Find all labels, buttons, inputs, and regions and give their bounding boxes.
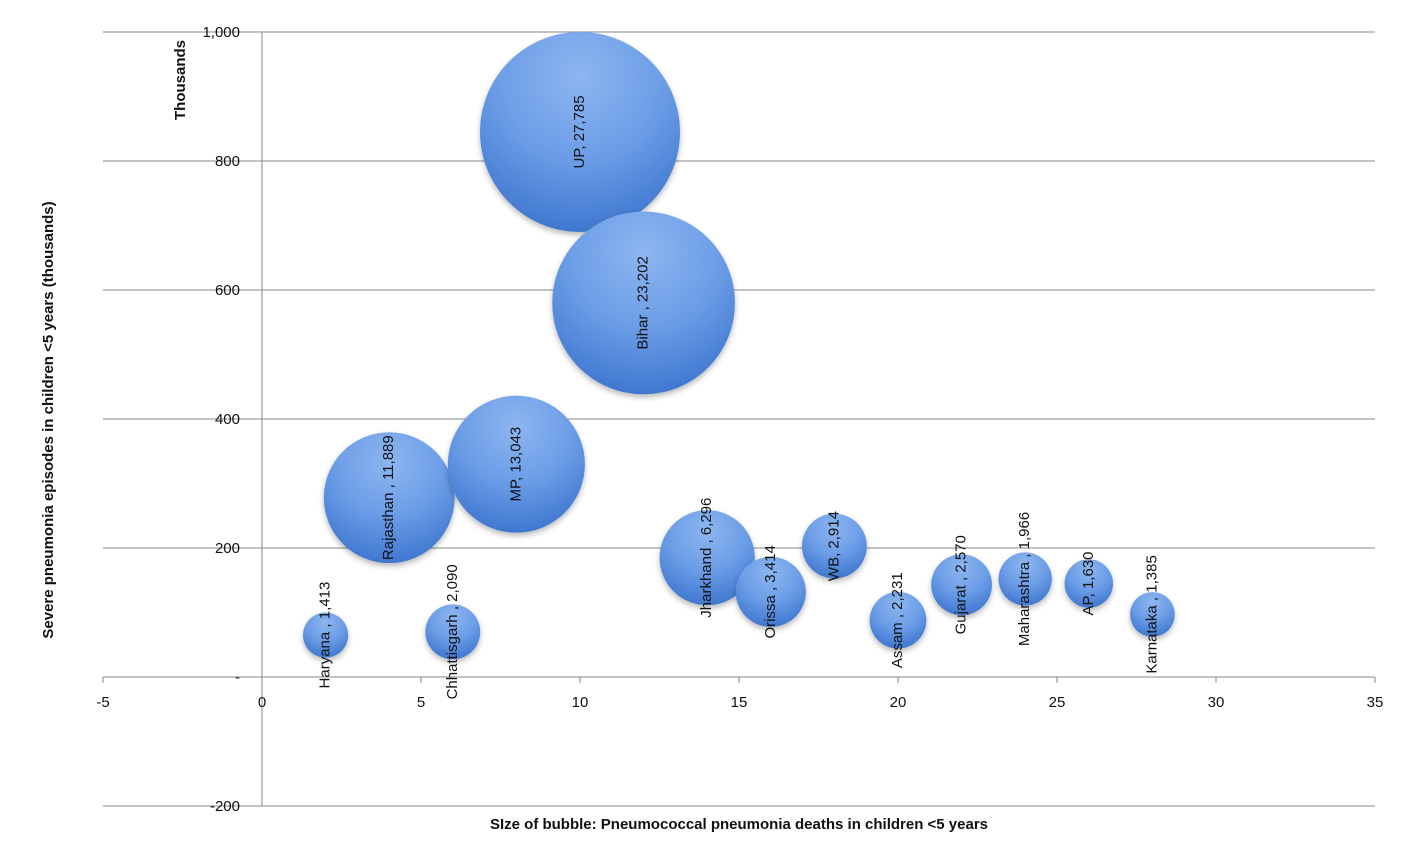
bubble	[480, 31, 680, 232]
x-tick-label: 20	[890, 694, 907, 711]
bubble-label: Gujarat , 2,570	[953, 535, 970, 634]
y-tick-label: 800	[215, 153, 240, 170]
bubble-label: WB, 2,914	[825, 511, 842, 581]
bubble	[998, 552, 1052, 606]
y-tick-label: 400	[215, 411, 240, 428]
x-tick-label: -5	[96, 694, 109, 711]
bubble-label: AP, 1,630	[1080, 551, 1097, 615]
x-tick-label: 0	[258, 694, 266, 711]
x-axis-title: SIze of bubble: Pneumococcal pneumonia d…	[490, 816, 988, 833]
bubble	[735, 556, 806, 627]
bubble	[552, 211, 735, 395]
bubble-label: Jharkhand , 6,296	[698, 498, 715, 618]
x-tick-label: 15	[731, 694, 748, 711]
y-tick-label: 1,000	[202, 24, 240, 41]
bubble	[802, 513, 867, 579]
x-tick-label: 30	[1208, 694, 1225, 711]
bubble	[447, 395, 585, 533]
x-tick-label: 10	[572, 694, 589, 711]
y-tick-label: -200	[210, 798, 240, 815]
bubble	[931, 554, 993, 616]
bubble-label: Karnataka , 1,385	[1143, 555, 1160, 673]
bubble-label: UP, 27,785	[571, 95, 588, 168]
bubble	[303, 612, 349, 658]
y-tick-label: 600	[215, 282, 240, 299]
bubble	[869, 591, 927, 649]
bubble	[425, 604, 481, 660]
y-axis-title: Severe pneumonia episodes in children <5…	[40, 201, 57, 638]
bubble-label: Chhattisgarh , 2,090	[444, 564, 461, 699]
gridlines	[103, 31, 1375, 807]
bubble	[1064, 559, 1114, 608]
bubble-series	[303, 31, 1175, 660]
bubble-label: Bihar , 23,202	[635, 256, 652, 349]
x-tick-label: 5	[417, 694, 425, 711]
bubble-label: Haryana , 1,413	[317, 582, 334, 689]
bubble-label: Assam , 2,231	[889, 572, 906, 668]
x-tick-label: 35	[1367, 694, 1384, 711]
bubble	[659, 510, 755, 606]
bubble-label: Orissa , 3,414	[762, 545, 779, 638]
bubble-label: Rajasthan , 11,889	[380, 435, 397, 560]
bubble-label: Maharashtra , 1,966	[1016, 512, 1033, 646]
y-units-label: Thousands	[172, 40, 189, 120]
y-tick-label: 200	[215, 540, 240, 557]
bubble-label: MP, 13,043	[507, 427, 524, 502]
bubble-labels: Haryana , 1,413 Rajasthan , 11,889 Chhatti…	[317, 95, 1161, 699]
bubble	[1130, 592, 1175, 637]
bubble	[323, 432, 455, 564]
x-tick-label: 25	[1049, 694, 1066, 711]
